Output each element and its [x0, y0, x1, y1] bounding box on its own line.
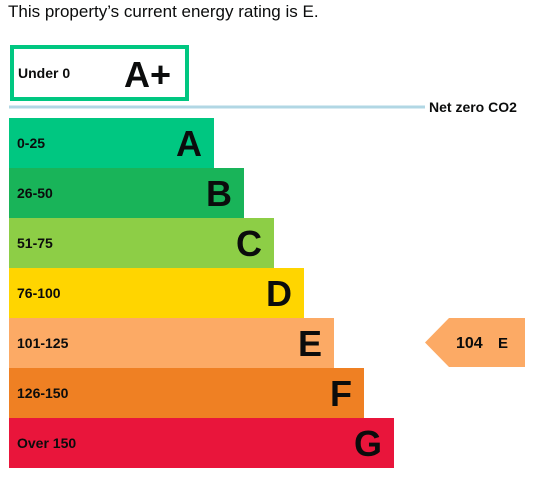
aplus-letter: A+	[124, 54, 171, 95]
band-range-a: 0-25	[17, 135, 45, 151]
band-range-c: 51-75	[17, 235, 53, 251]
band-range-b: 26-50	[17, 185, 53, 201]
band-bar-g	[9, 418, 394, 468]
band-letter-b: B	[206, 173, 232, 214]
current-rating-pointer: 104 E	[425, 318, 525, 367]
net-zero-label: Net zero CO2	[429, 99, 517, 115]
band-bar-a	[9, 118, 214, 168]
band-range-f: 126-150	[17, 385, 69, 401]
band-bar-f	[9, 368, 364, 418]
band-range-d: 76-100	[17, 285, 61, 301]
energy-rating-summary: This property’s current energy rating is…	[8, 2, 319, 21]
current-rating-value: 104	[456, 335, 483, 352]
current-rating-band: E	[498, 335, 508, 352]
aplus-range-label: Under 0	[18, 65, 70, 81]
band-letter-c: C	[236, 223, 262, 264]
band-letter-a: A	[176, 123, 202, 164]
band-letter-d: D	[266, 273, 292, 314]
band-letter-g: G	[354, 423, 382, 464]
band-bar-e	[9, 318, 334, 368]
band-bar-d	[9, 268, 304, 318]
band-range-g: Over 150	[17, 435, 76, 451]
band-letter-e: E	[298, 323, 322, 364]
band-bar-b	[9, 168, 244, 218]
band-range-e: 101-125	[17, 335, 69, 351]
band-bar-c	[9, 218, 274, 268]
band-letter-f: F	[330, 373, 352, 414]
rating-bands: 0-25 A 26-50 B 51-75 C 76-100 D 101-125 E 126-150 F…	[9, 118, 394, 468]
aplus-box	[10, 45, 189, 101]
current-rating-arrow	[425, 318, 525, 367]
